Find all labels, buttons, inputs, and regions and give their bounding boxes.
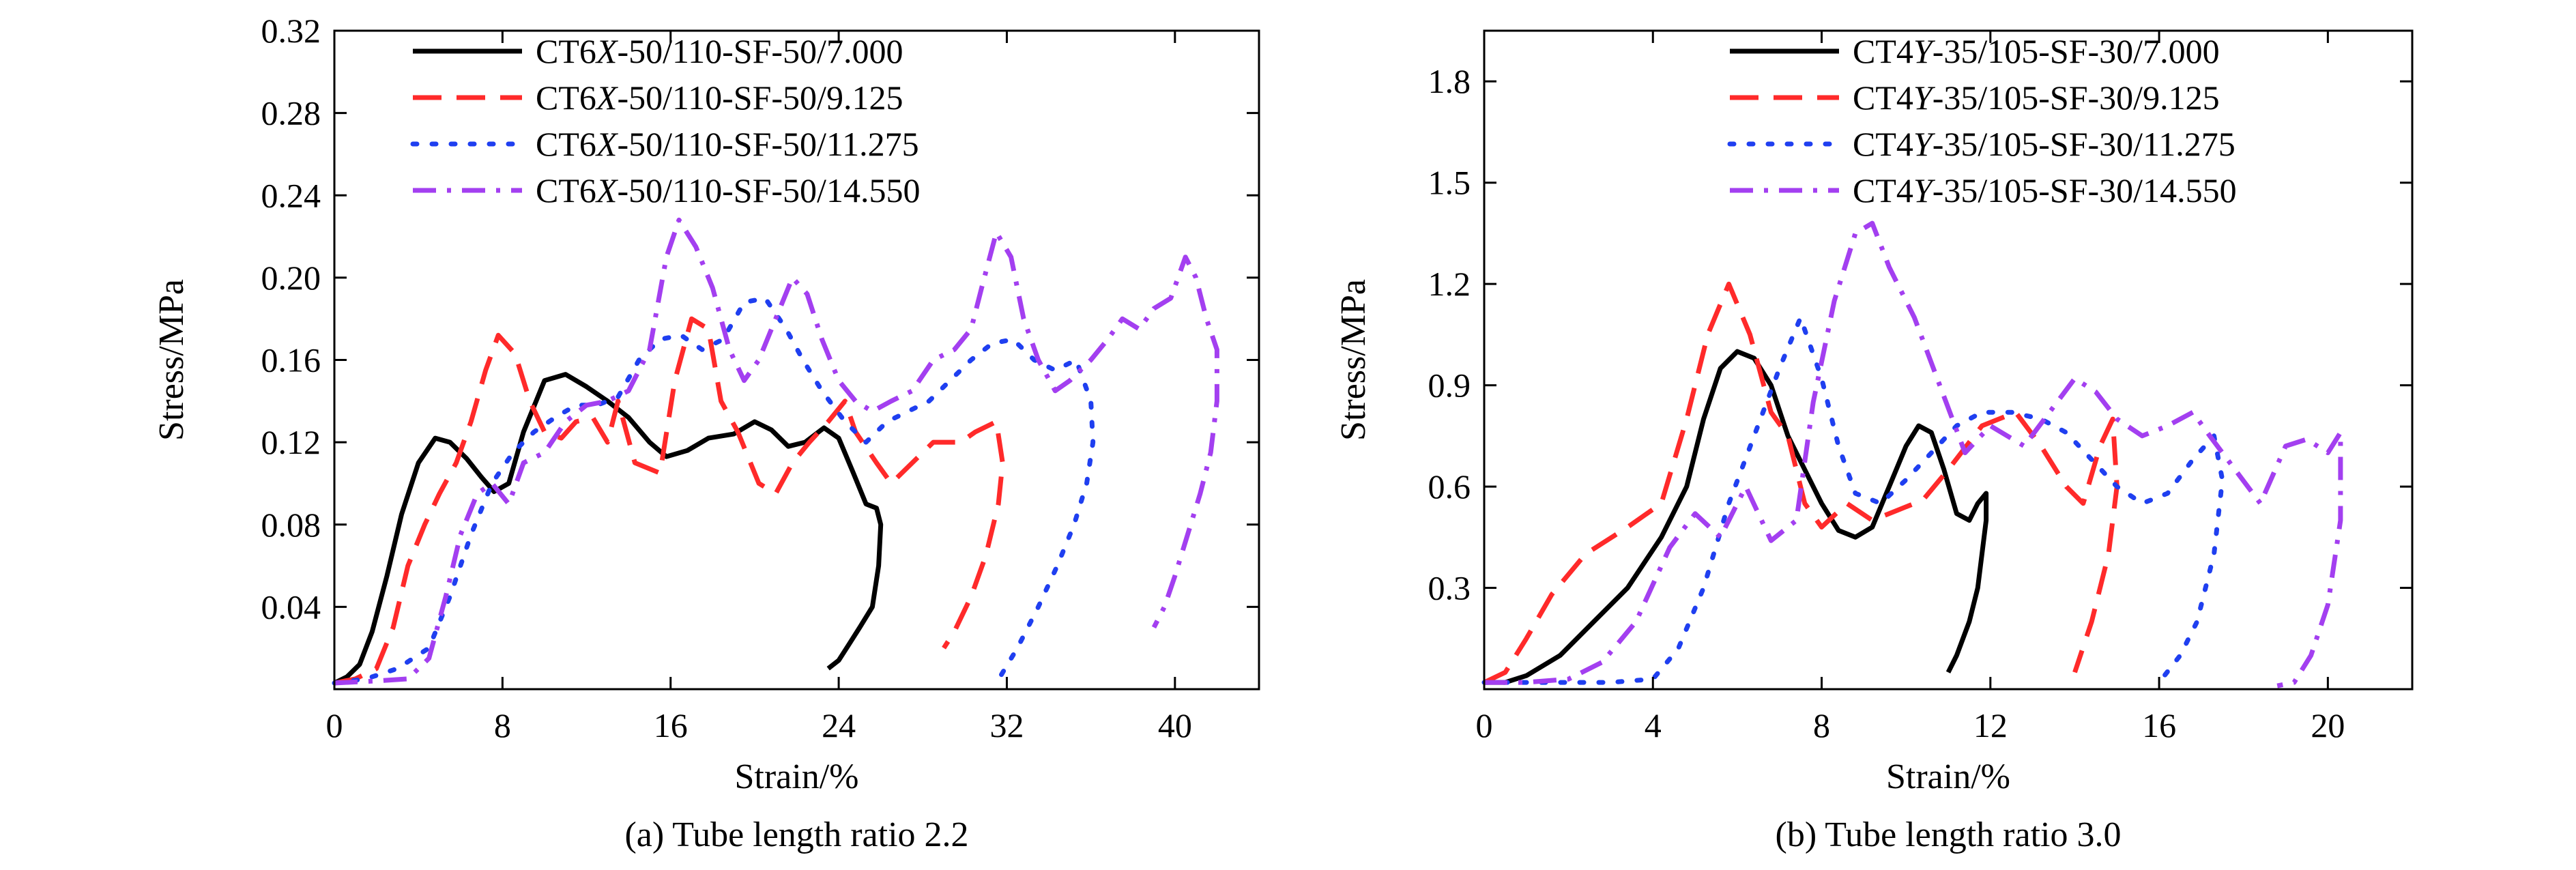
legend-entry: CT6X-50/110-SF-50/14.550 [536, 171, 920, 209]
y-tick-label: 0.16 [261, 341, 321, 379]
panel-caption: (b) Tube length ratio 3.0 [1776, 815, 2122, 854]
panel-caption: (a) Tube length ratio 2.2 [624, 815, 968, 854]
x-tick-label: 16 [654, 706, 688, 744]
legend: CT4Y-35/105-SF-30/7.000 CT4Y-35/105-SF-30… [1727, 32, 2237, 209]
x-tick-label: 32 [989, 706, 1024, 744]
series-line-3 [332, 295, 1096, 686]
x-tick-label: 4 [1645, 706, 1662, 744]
y-tick-label: 1.8 [1428, 62, 1471, 100]
series-line-4 [1484, 220, 2343, 688]
x-tick-label: 0 [1476, 706, 1493, 744]
legend: CT6X-50/110-SF-50/7.000 CT6X-50/110-SF-50… [410, 32, 920, 209]
x-tick-label: 16 [2142, 706, 2176, 744]
legend-entry: CT6X-50/110-SF-50/7.000 [536, 32, 903, 70]
y-tick-label: 0.32 [261, 12, 321, 50]
y-tick-label: 0.20 [261, 259, 321, 297]
legend-entry: CT4Y-35/105-SF-30/7.000 [1853, 32, 2220, 70]
plot-frame [1483, 29, 2414, 691]
legend-entry: CT4Y-35/105-SF-30/11.275 [1853, 125, 2235, 163]
x-axis-title: Strain/% [735, 757, 859, 796]
x-axis-title: Strain/% [1886, 757, 2010, 796]
y-tick-label: 0.28 [261, 94, 321, 132]
x-tick-label: 12 [1973, 706, 2008, 744]
x-tick-label: 40 [1158, 706, 1192, 744]
series-line-4 [334, 217, 1219, 686]
y-tick-label: 0.6 [1428, 467, 1471, 506]
series-line-2 [1483, 281, 2119, 685]
y-tick-label: 1.5 [1428, 164, 1471, 202]
y-tick-label: 0.3 [1428, 569, 1471, 607]
series-line-3 [1481, 315, 2225, 685]
y-axis-title: Stress/MPa [152, 279, 191, 441]
y-tick-label: 1.2 [1428, 265, 1471, 303]
y-tick-label: 0.12 [261, 423, 321, 461]
series-line-2 [334, 316, 1005, 686]
series-line-1 [1484, 349, 1989, 685]
chart-panel-a: 0 8 16 24 32 40 0.04 0.08 0.12 0.16 0.20 0.24 0.28 0.… [152, 12, 1260, 854]
x-tick-label: 8 [494, 706, 511, 744]
series-line-1 [333, 372, 884, 686]
x-tick-label: 0 [326, 706, 343, 744]
x-tick-label: 8 [1813, 706, 1830, 744]
legend-entry: CT6X-50/110-SF-50/11.275 [536, 125, 919, 163]
x-tick-label: 24 [822, 706, 856, 744]
y-tick-label: 0.24 [261, 176, 321, 214]
y-tick-label: 0.9 [1428, 366, 1471, 405]
x-tick-label: 20 [2311, 706, 2345, 744]
chart-panel-b: 0 4 8 12 16 20 0.3 0.6 0.9 1.2 1.5 1.8 Strain/% Stres… [1334, 29, 2414, 854]
y-axis-title: Stress/MPa [1334, 279, 1373, 441]
legend-entry: CT4Y-35/105-SF-30/14.550 [1853, 171, 2237, 209]
y-tick-label: 0.08 [261, 506, 321, 544]
y-tick-label: 0.04 [261, 588, 321, 626]
legend-entry: CT4Y-35/105-SF-30/9.125 [1853, 78, 2220, 117]
legend-entry: CT6X-50/110-SF-50/9.125 [536, 78, 903, 117]
